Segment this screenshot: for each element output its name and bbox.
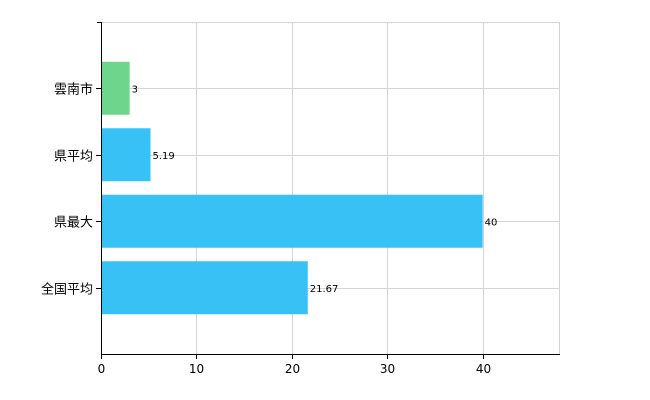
bar	[101, 261, 308, 315]
category-label: 県最大	[54, 216, 93, 231]
x-tick-label: 20	[285, 362, 300, 376]
x-tick-label: 30	[380, 362, 395, 376]
bar	[101, 194, 483, 248]
data-label: 5.19	[153, 151, 175, 162]
axis-layer	[96, 22, 560, 359]
data-label: 40	[485, 217, 498, 228]
x-tick-label: 0	[98, 362, 106, 376]
category-label: 全国平均	[41, 282, 93, 298]
category-label: 雲南市	[54, 82, 93, 98]
data-label: 21.67	[310, 284, 339, 295]
bar-layer	[101, 61, 483, 315]
x-tick-label: 40	[476, 362, 491, 376]
category-label: 県平均	[54, 150, 93, 165]
x-tick-label: 10	[189, 362, 204, 376]
bar	[101, 61, 130, 115]
data-label: 3	[132, 84, 138, 95]
bar	[101, 128, 151, 182]
